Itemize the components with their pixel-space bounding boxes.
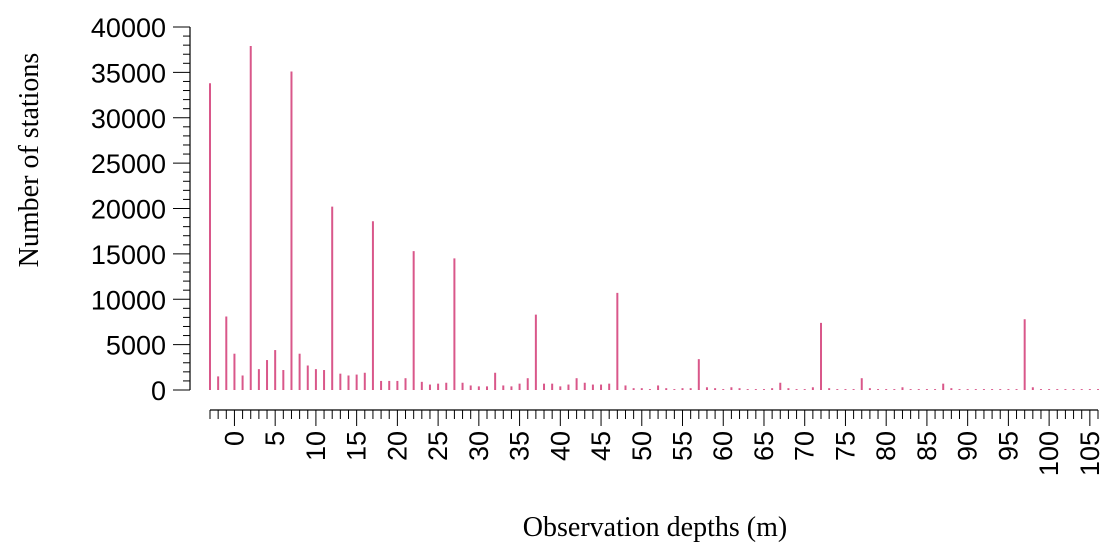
x-tick-label: 70 <box>790 431 820 461</box>
y-tick-label: 30000 <box>91 104 166 134</box>
x-tick-label: 75 <box>830 431 860 461</box>
y-axis-title: Number of stations <box>14 53 45 268</box>
x-tick-label: 10 <box>301 431 331 461</box>
x-tick-label: 105 <box>1075 431 1105 476</box>
y-tick-label: 0 <box>151 376 166 406</box>
y-tick-label: 35000 <box>91 58 166 88</box>
x-tick-label: 100 <box>1034 431 1064 476</box>
y-tick-label: 25000 <box>91 149 166 179</box>
y-tick-label: 40000 <box>91 13 166 43</box>
x-axis-title: Observation depths (m) <box>523 512 787 543</box>
x-tick-label: 0 <box>219 431 249 446</box>
x-tick-label: 5 <box>260 431 290 446</box>
x-tick-label: 35 <box>505 431 535 461</box>
x-tick-label: 20 <box>382 431 412 461</box>
x-tick-label: 85 <box>912 431 942 461</box>
x-axis: 0 5 10 15 20 25 30 35 40 45 50 55 60 65 70 75 80 85 90 95 10… <box>209 409 1105 476</box>
x-tick-label: 50 <box>627 431 657 461</box>
bars-group <box>209 46 1099 390</box>
y-tick-label: 20000 <box>91 195 166 225</box>
y-tick-label: 10000 <box>91 285 166 315</box>
y-tick-label: 5000 <box>106 331 166 361</box>
x-tick-label: 30 <box>464 431 494 461</box>
x-tick-label: 65 <box>749 431 779 461</box>
y-axis: 0 5000 10000 15000 20000 25000 30000 35000 40000 <box>91 13 191 406</box>
x-tick-label: 15 <box>342 431 372 461</box>
x-tick-label: 55 <box>668 431 698 461</box>
x-tick-label: 90 <box>953 431 983 461</box>
x-tick-label: 60 <box>708 431 738 461</box>
x-tick-label: 40 <box>545 431 575 461</box>
x-tick-label: 80 <box>871 431 901 461</box>
x-tick-label: 95 <box>993 431 1023 461</box>
x-tick-label: 45 <box>586 431 616 461</box>
x-tick-label: 25 <box>423 431 453 461</box>
y-tick-label: 15000 <box>91 240 166 270</box>
